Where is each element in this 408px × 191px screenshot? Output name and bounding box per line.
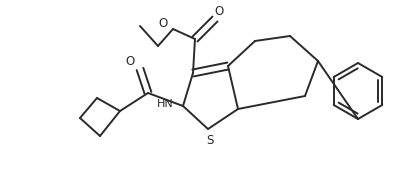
Text: O: O <box>158 16 168 29</box>
Text: HN: HN <box>157 99 173 109</box>
Text: O: O <box>125 54 135 67</box>
Text: O: O <box>214 5 224 18</box>
Text: S: S <box>206 134 214 147</box>
